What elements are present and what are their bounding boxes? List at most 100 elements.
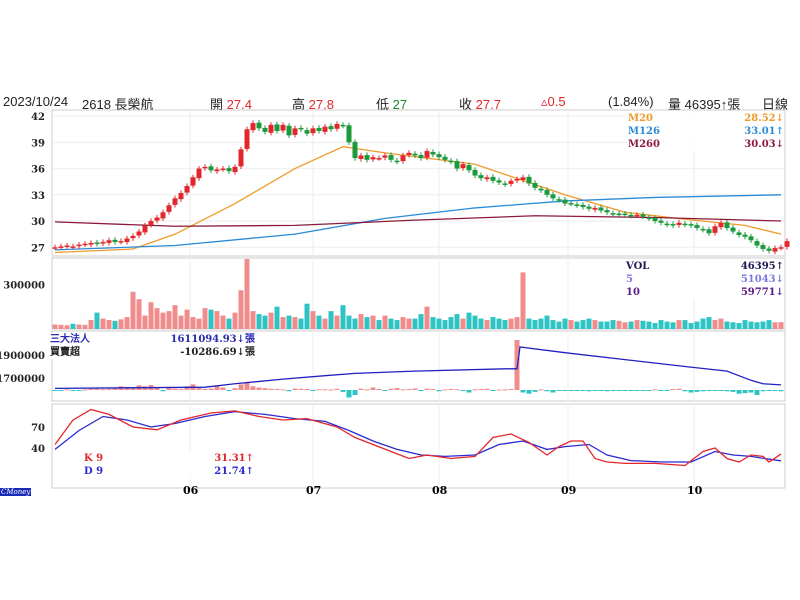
candle-body <box>388 155 394 160</box>
candle-body <box>472 169 478 176</box>
legend-row: M126 33.01↑ <box>628 125 784 138</box>
candle-body <box>220 168 226 171</box>
candle <box>562 196 568 207</box>
net-buy-bar <box>736 390 742 394</box>
candle <box>478 172 484 181</box>
volume-bar <box>646 321 652 329</box>
net-buy-bar <box>586 390 592 392</box>
quote-open: 開 27.4 <box>210 97 252 112</box>
legend-row: M20 28.52↓ <box>628 112 784 125</box>
candle-body <box>58 246 64 248</box>
net-buy-bar <box>766 390 772 391</box>
candle <box>772 245 778 255</box>
candle <box>460 161 466 171</box>
net-buy-bar <box>598 390 604 391</box>
net-buy-bar <box>58 390 64 391</box>
net-buy-bar <box>706 390 712 391</box>
candle-body <box>538 188 544 191</box>
period-selector[interactable]: 日線 <box>762 97 789 112</box>
candle-body <box>724 222 730 229</box>
net-buy-bar <box>550 390 556 393</box>
candle-body <box>226 168 232 172</box>
volume-bar <box>382 315 388 329</box>
volume-bar <box>466 312 472 329</box>
legend-row: K 9 31.31↑ <box>84 452 254 465</box>
candle <box>148 218 154 228</box>
candle-body <box>412 153 418 156</box>
legend-name: M20 <box>628 113 653 124</box>
brand-logo: CMoney <box>0 488 32 496</box>
candle <box>208 163 214 173</box>
volume-bar <box>496 318 502 329</box>
volume-bar <box>88 320 94 329</box>
net-buy-bar <box>340 390 346 392</box>
net-buy-bar <box>52 390 58 391</box>
net-buy-bar <box>574 390 580 391</box>
volume-bar <box>454 314 460 329</box>
candle <box>328 123 334 132</box>
volume-bar <box>184 309 190 329</box>
volume-bar <box>124 317 130 329</box>
net-buy-bar <box>682 390 688 392</box>
net-buy-bar <box>646 390 652 391</box>
candle <box>706 226 712 236</box>
candle <box>718 220 724 230</box>
candle-body <box>532 183 538 188</box>
candle <box>418 152 424 161</box>
candle <box>568 200 574 207</box>
price-tick-label: 39 <box>31 138 45 149</box>
net-buy-bar <box>430 389 436 390</box>
net-buy-bar <box>346 390 352 398</box>
volume-bar <box>544 315 550 329</box>
volume-bar <box>190 317 196 329</box>
candle-body <box>346 125 352 143</box>
volume-bar <box>598 321 604 329</box>
volume-bar <box>628 321 634 329</box>
candle-body <box>184 186 190 193</box>
volume-bar <box>94 312 100 329</box>
volume-bar <box>424 306 430 329</box>
legend-name: K 9 <box>84 453 104 464</box>
net-buy-bar <box>754 390 760 395</box>
candle <box>94 239 100 247</box>
candle <box>454 158 460 172</box>
candle-body <box>520 177 526 180</box>
volume-bar <box>676 320 682 329</box>
net-buy-bar <box>760 390 766 392</box>
candle <box>604 207 610 215</box>
candle <box>748 233 754 243</box>
legend-name: 三大法人 <box>50 334 90 345</box>
volume-bar <box>688 323 694 329</box>
net-buy-bar <box>700 390 706 392</box>
candle-body <box>676 222 682 225</box>
volume-bar <box>778 322 784 329</box>
volume-bar <box>250 311 256 329</box>
candle <box>682 221 688 228</box>
candle-body <box>688 224 694 226</box>
volume-tick-label: 300000 <box>3 280 45 291</box>
net-buy-bar <box>262 388 268 390</box>
volume-bar <box>334 315 340 329</box>
candle <box>136 228 142 239</box>
candle-body <box>760 245 766 250</box>
volume-bar <box>130 291 136 329</box>
candle-body <box>616 213 622 216</box>
volume-bar <box>736 323 742 329</box>
candle <box>694 222 700 231</box>
volume-bar <box>634 320 640 329</box>
net-buy-bar <box>298 388 304 390</box>
volume-bar <box>256 314 262 329</box>
candle-body <box>664 223 670 226</box>
d-line <box>54 410 782 463</box>
candle <box>358 152 364 162</box>
candle <box>214 166 220 174</box>
candle <box>100 239 106 246</box>
volume-bar <box>532 320 538 329</box>
candle <box>310 125 316 136</box>
candle <box>502 180 508 187</box>
candle <box>448 158 454 165</box>
month-label: 09 <box>561 484 577 497</box>
candle <box>412 151 418 159</box>
candle <box>190 174 196 189</box>
net-buy-bar <box>436 390 442 392</box>
